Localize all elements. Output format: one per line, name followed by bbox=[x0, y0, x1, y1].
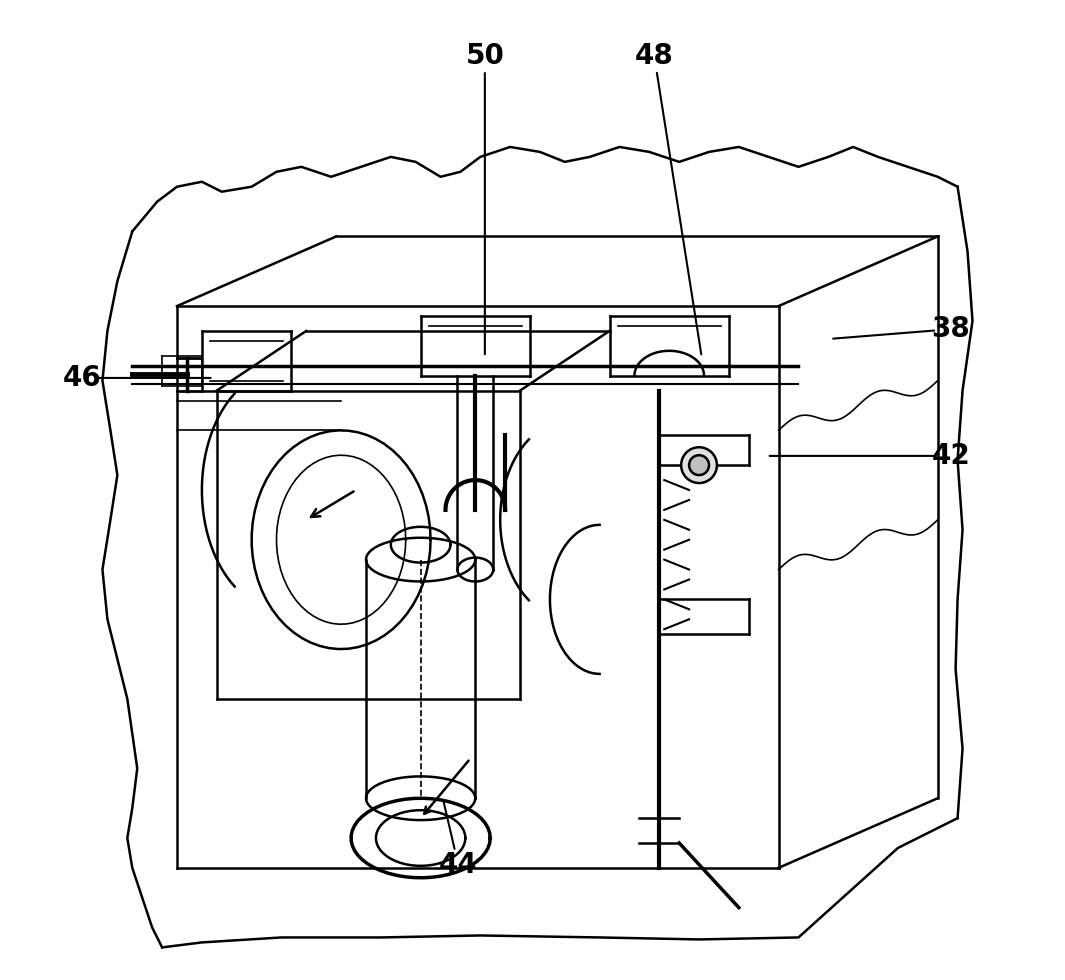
Text: 42: 42 bbox=[932, 442, 970, 469]
Text: 46: 46 bbox=[63, 364, 102, 392]
Text: 48: 48 bbox=[635, 42, 674, 71]
Circle shape bbox=[682, 447, 717, 483]
Text: 38: 38 bbox=[932, 316, 970, 343]
Circle shape bbox=[689, 455, 709, 475]
Text: 50: 50 bbox=[465, 42, 505, 71]
Text: 44: 44 bbox=[439, 852, 478, 879]
